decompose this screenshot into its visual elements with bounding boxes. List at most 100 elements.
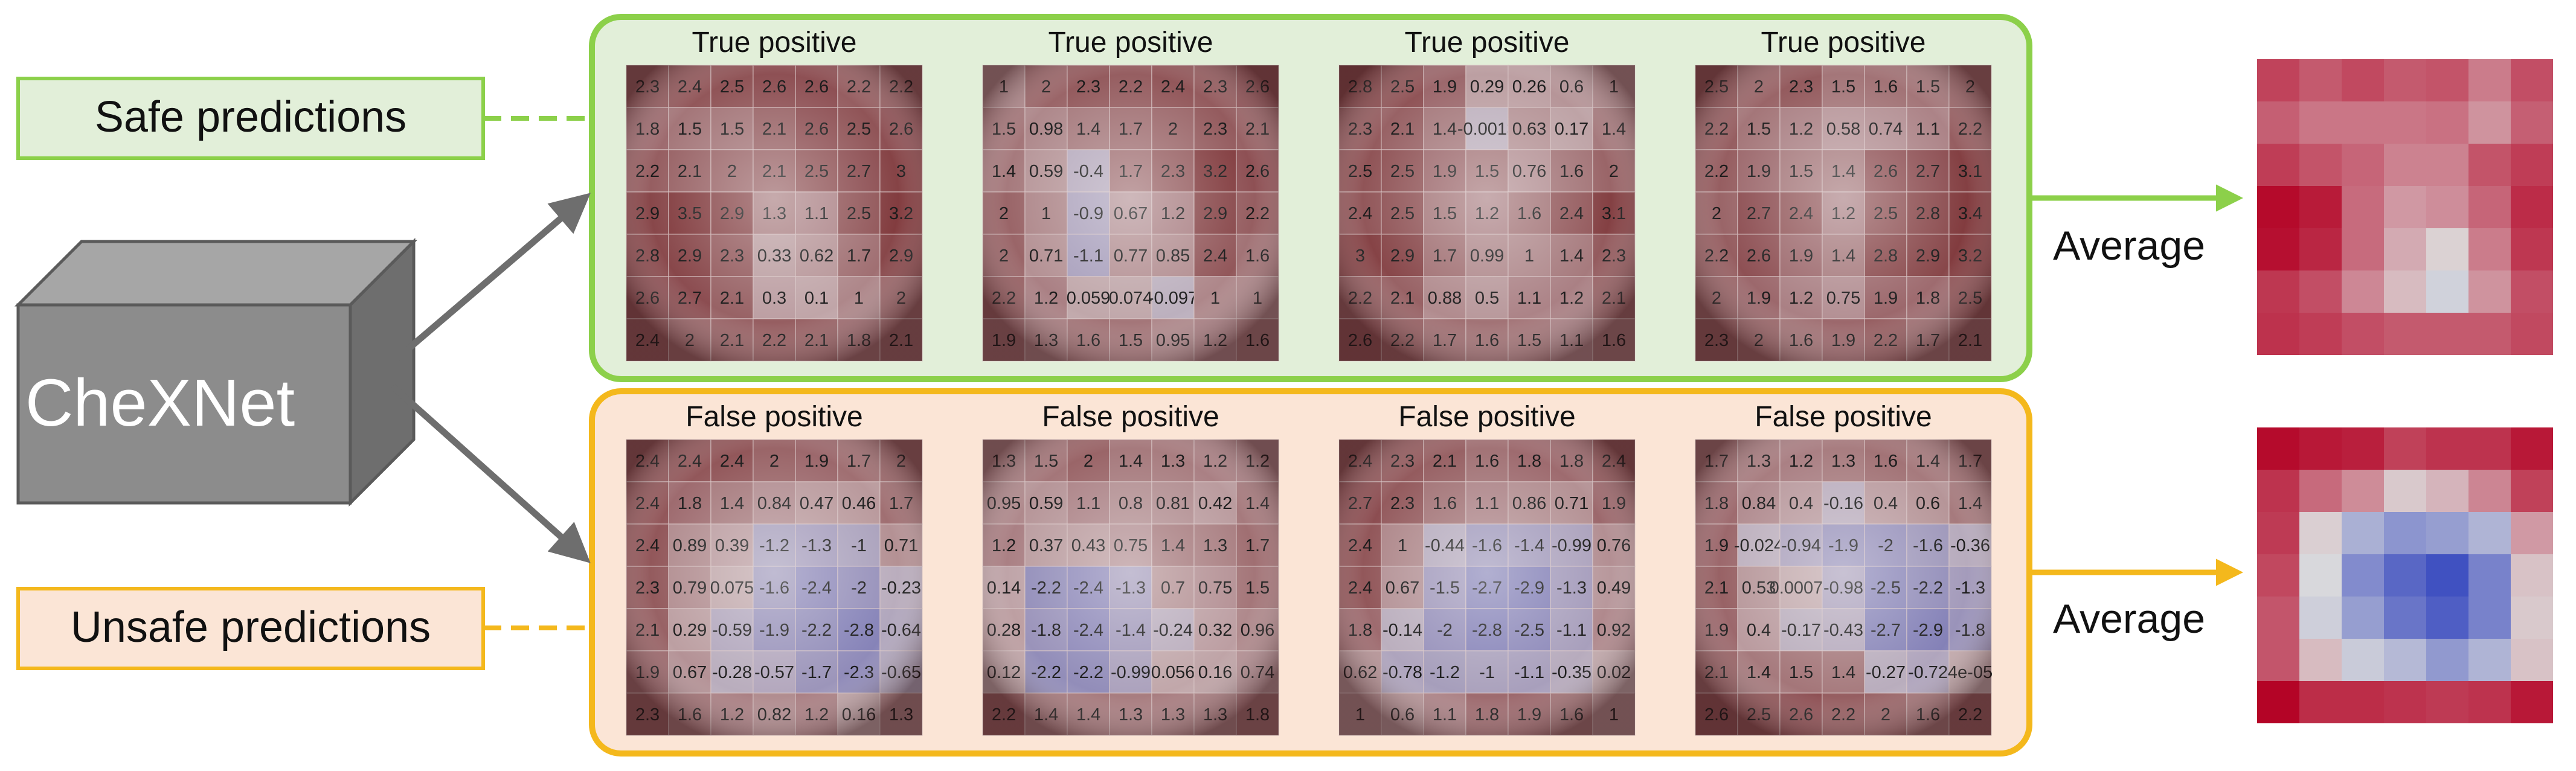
average-cell [2299, 101, 2342, 144]
cube-front-face [16, 303, 352, 505]
average-cell [2342, 270, 2384, 313]
average-cell [2342, 228, 2384, 270]
average-cell [2511, 427, 2553, 470]
average-cell [2299, 144, 2342, 186]
average-cell [2342, 554, 2384, 597]
average-cell [2384, 470, 2426, 512]
average-cell [2468, 512, 2511, 554]
average-cell [2342, 597, 2384, 639]
chexnet-label: CheXNet [25, 366, 295, 440]
average-cell [2511, 313, 2553, 355]
unsafe-predictions-box [16, 587, 485, 670]
safe-average-heatmap [2257, 59, 2553, 355]
average-cell [2468, 101, 2511, 144]
average-cell [2426, 144, 2468, 186]
average-cell [2384, 639, 2426, 681]
average-cell [2426, 597, 2468, 639]
average-cell [2511, 470, 2553, 512]
average-cell [2257, 313, 2299, 355]
average-cell [2384, 681, 2426, 723]
average-cell [2468, 639, 2511, 681]
true-positive-map-2: True positive122.32.22.42.32.61.50.981.4… [982, 27, 1279, 362]
average-cell [2468, 59, 2511, 101]
average-cell [2468, 681, 2511, 723]
average-cell [2468, 270, 2511, 313]
average-cell [2384, 597, 2426, 639]
average-cell [2511, 228, 2553, 270]
safe-heatmaps: True positive2.32.42.52.62.62.22.21.81.5… [626, 27, 1992, 362]
average-cell [2342, 681, 2384, 723]
xray-shading [983, 65, 1279, 361]
false-positive-map-title: False positive [1755, 401, 1932, 433]
true-positive-map-4: True positive2.522.31.51.61.522.21.51.20… [1695, 27, 1992, 362]
true-positive-map-1: True positive2.32.42.52.62.62.22.21.81.5… [626, 27, 923, 362]
unsafe-average-label: Average [2053, 596, 2205, 642]
average-cell [2299, 639, 2342, 681]
average-cell [2384, 427, 2426, 470]
average-cell [2426, 101, 2468, 144]
xray-shading [626, 440, 922, 735]
safe-predictions-label: Safe predictions [95, 93, 406, 141]
average-cell [2511, 101, 2553, 144]
average-cell [2511, 554, 2553, 597]
true-positive-map-title: True positive [692, 27, 857, 59]
xray-shading [1339, 440, 1635, 735]
average-cell [2426, 639, 2468, 681]
average-cell [2299, 186, 2342, 228]
average-cell [2384, 144, 2426, 186]
arrow-to-safe [390, 193, 591, 365]
average-cell [2468, 144, 2511, 186]
xray-shading [1695, 65, 1991, 361]
average-cell [2426, 313, 2468, 355]
average-cell [2257, 597, 2299, 639]
average-cell [2468, 186, 2511, 228]
average-cell [2299, 270, 2342, 313]
false-positive-map-3: False positive2.42.32.11.61.81.82.42.72.… [1338, 401, 1636, 736]
xray-shading [626, 65, 922, 361]
average-cell [2384, 59, 2426, 101]
average-cell [2384, 101, 2426, 144]
safe-average-label: Average [2053, 223, 2205, 269]
average-cell [2299, 681, 2342, 723]
average-cell [2511, 144, 2553, 186]
average-cell [2426, 512, 2468, 554]
average-cell [2257, 270, 2299, 313]
false-positive-map-title: False positive [1398, 401, 1575, 433]
average-cell [2342, 59, 2384, 101]
false-positive-map-1: False positive2.42.42.421.91.722.41.81.4… [626, 401, 923, 736]
average-cell [2511, 639, 2553, 681]
average-cell [2257, 59, 2299, 101]
safe-predictions-box [16, 77, 485, 160]
chexnet-cube: CheXNet [14, 237, 418, 507]
unsafe-average-heatmap [2257, 427, 2553, 723]
average-cell [2342, 512, 2384, 554]
average-cell [2342, 639, 2384, 681]
average-cell [2468, 313, 2511, 355]
average-cell [2384, 554, 2426, 597]
average-cell [2299, 59, 2342, 101]
false-positive-map-title: False positive [1042, 401, 1219, 433]
xray-shading [1695, 440, 1991, 735]
xray-shading [1339, 65, 1635, 361]
average-cell [2426, 554, 2468, 597]
xray-shading [983, 440, 1279, 735]
average-cell [2342, 144, 2384, 186]
true-positive-map-3: True positive2.82.51.90.290.260.612.32.1… [1338, 27, 1636, 362]
average-cell [2257, 681, 2299, 723]
average-cell [2426, 470, 2468, 512]
average-cell [2384, 313, 2426, 355]
unsafe-predictions-label: Unsafe predictions [71, 603, 431, 651]
average-cell [2384, 512, 2426, 554]
average-cell [2299, 313, 2342, 355]
false-positive-map-2: False positive1.31.521.41.31.21.20.950.5… [982, 401, 1279, 736]
average-cell [2342, 470, 2384, 512]
average-cell [2511, 597, 2553, 639]
average-cell [2257, 639, 2299, 681]
arrow-to-unsafe [390, 383, 591, 563]
average-cell [2299, 470, 2342, 512]
average-cell [2426, 427, 2468, 470]
average-cell [2342, 427, 2384, 470]
cube-top-face [14, 240, 418, 307]
average-cell [2468, 427, 2511, 470]
